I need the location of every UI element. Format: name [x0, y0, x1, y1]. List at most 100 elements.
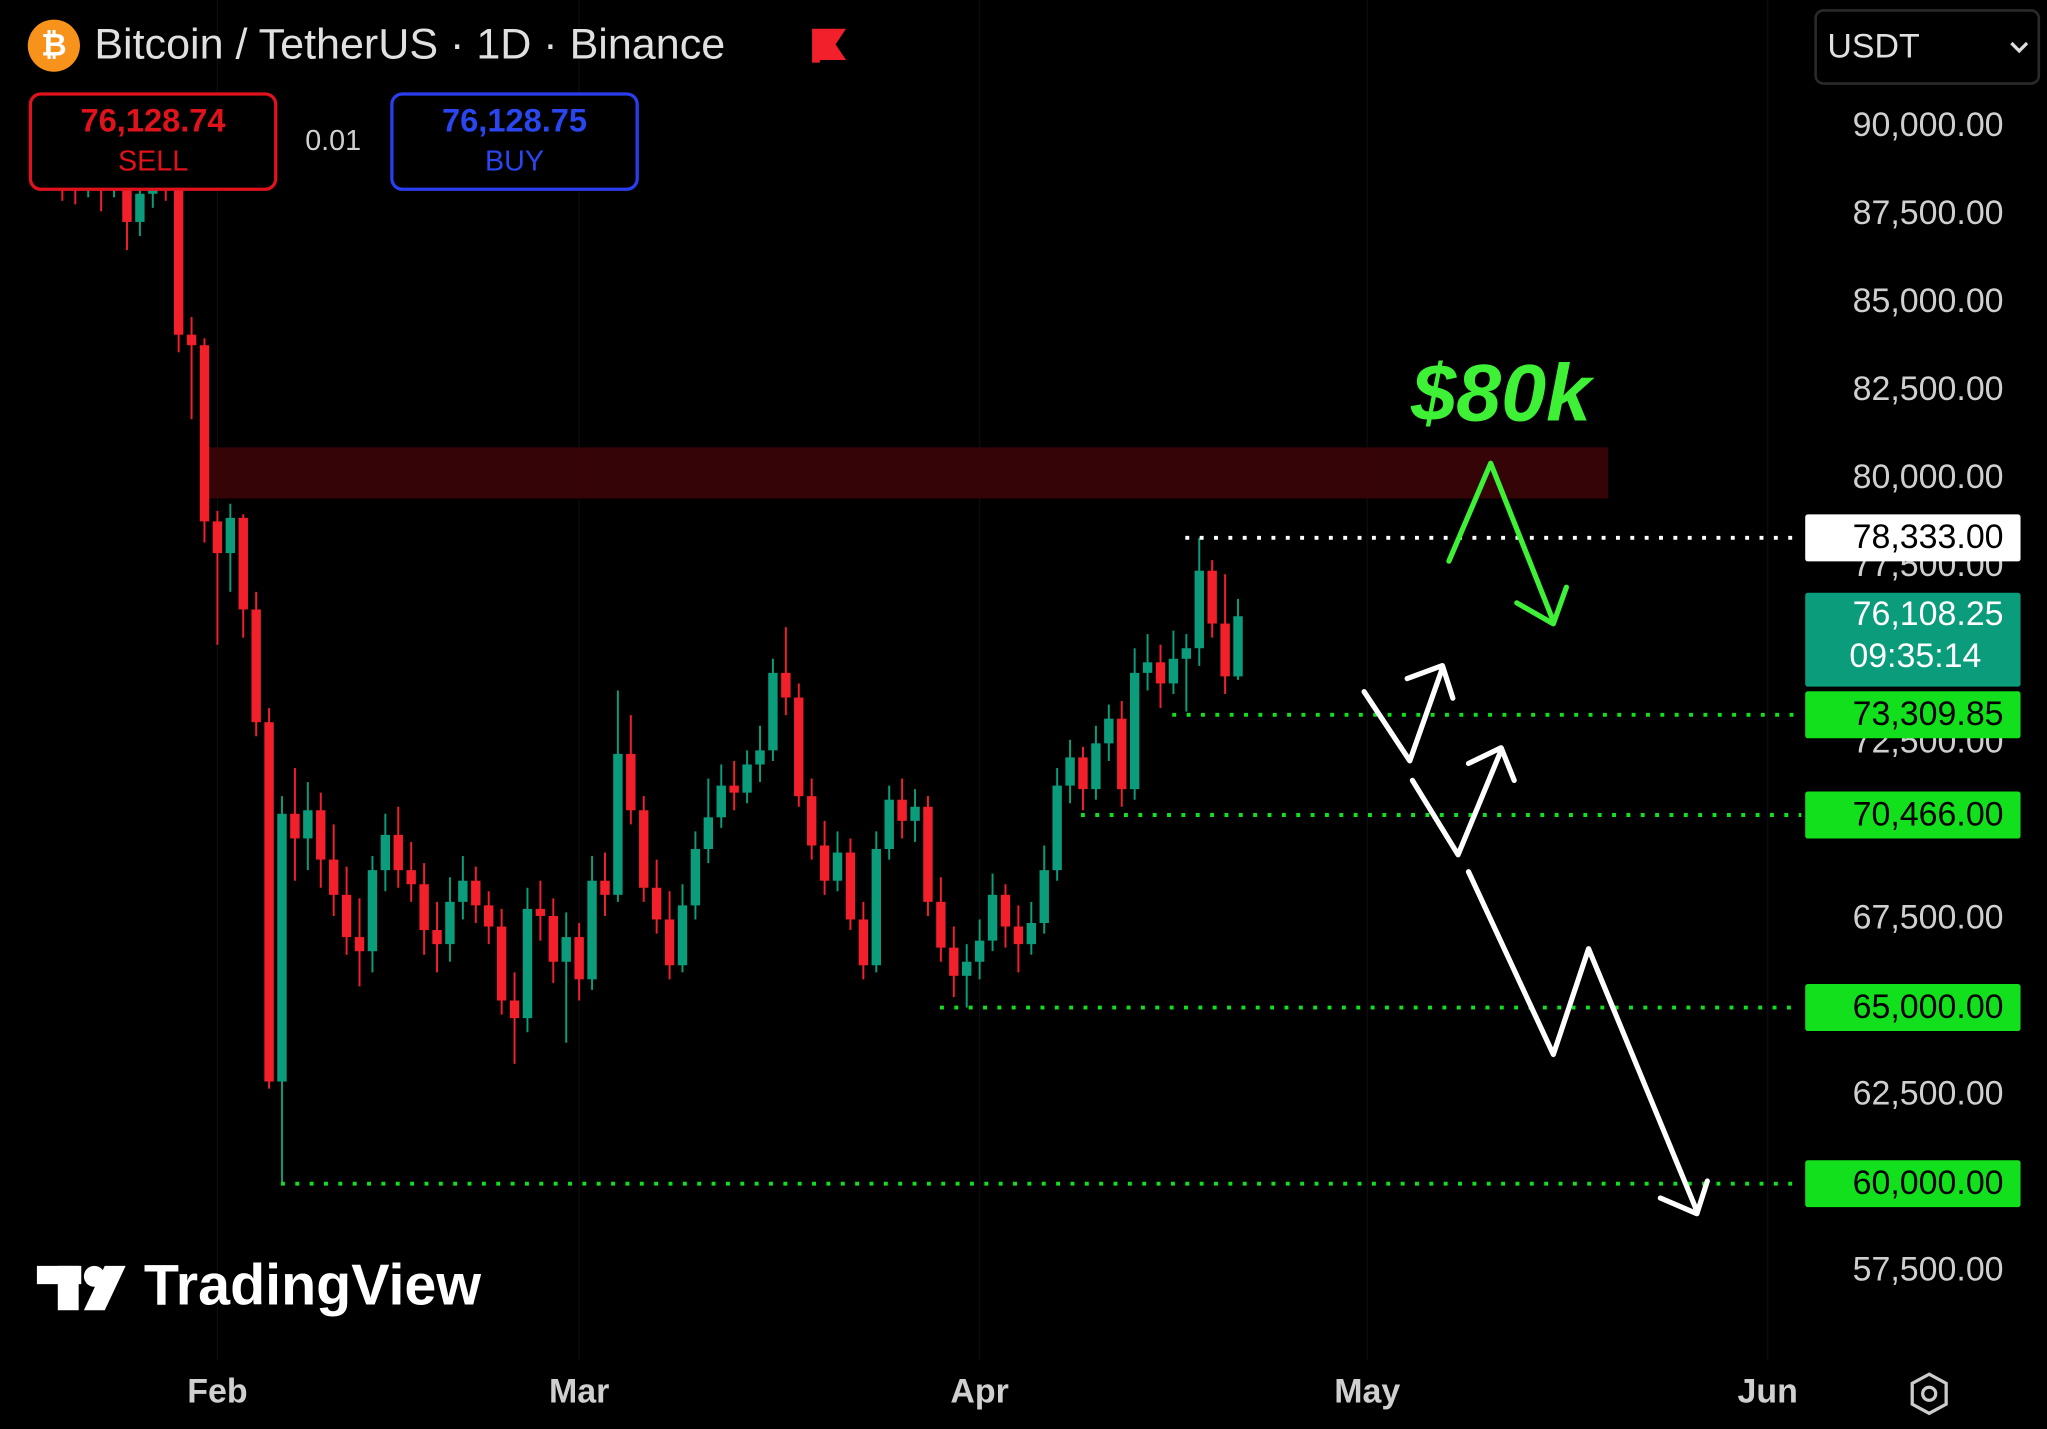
currency: USDT — [1827, 27, 1919, 65]
candle-body — [639, 810, 649, 888]
y-tick-label: 57,500.00 — [1853, 1251, 2004, 1289]
candle-body — [1233, 616, 1243, 677]
chart-title: Bitcoin / TetherUS · 1D · Binance — [94, 20, 725, 68]
arrow — [1409, 747, 1504, 858]
arrow-head — [1404, 662, 1456, 701]
candle-body — [1220, 623, 1230, 677]
candle-body — [419, 884, 429, 931]
candle-body — [238, 517, 248, 610]
y-tick-label: 62,500.00 — [1853, 1075, 2004, 1113]
candle-body — [380, 834, 391, 871]
settings-icon-center — [1921, 1385, 1938, 1402]
candle-body — [1129, 672, 1140, 790]
candle-body — [225, 517, 236, 554]
sell-price: 76,128.74 — [81, 101, 226, 138]
candle-body — [1013, 926, 1024, 945]
candle-body — [574, 937, 584, 980]
y-tick-label: 90,000.00 — [1853, 106, 2004, 144]
candle-body — [264, 722, 274, 1082]
candle-body — [122, 172, 132, 222]
candle-body — [613, 753, 623, 895]
candle-body — [1117, 718, 1127, 790]
level-tag — [1805, 984, 2021, 1032]
candle-body — [600, 880, 610, 895]
level-tag — [1805, 514, 2021, 562]
candle-body — [755, 750, 765, 765]
candle-body — [1078, 757, 1088, 790]
candle-body — [199, 345, 210, 522]
countdown: 09:35:14 — [1849, 637, 1981, 675]
candle-body — [703, 817, 714, 850]
currency-select[interactable] — [1814, 9, 2041, 85]
level-label: 78,333.00 — [1853, 518, 2004, 556]
last-price-tag — [1805, 592, 2021, 687]
candle-body — [845, 852, 856, 920]
candle-body — [1104, 718, 1114, 744]
arrow — [1465, 869, 1700, 1214]
logo-part — [57, 1265, 79, 1311]
y-tick-label: 67,500.00 — [1853, 898, 2004, 936]
flag-icon — [812, 28, 847, 63]
y-tick-label: 80,000.00 — [1853, 458, 2004, 496]
candle-body — [328, 859, 339, 895]
candle-body — [1065, 757, 1075, 786]
arrow-head — [1465, 745, 1517, 784]
candle-body — [522, 908, 533, 1019]
y-tick-label: 85,000.00 — [1853, 282, 2004, 320]
candle-body — [212, 521, 223, 554]
candle-body — [471, 880, 481, 906]
level-tag — [1805, 691, 2021, 739]
candle-body — [819, 845, 830, 881]
candle-body — [716, 785, 726, 818]
drawings — [1361, 460, 1710, 1217]
candle-body — [341, 894, 352, 938]
watermark-logo — [36, 1265, 126, 1311]
candle-body — [664, 919, 675, 966]
chevron — [2010, 41, 2029, 54]
candle-body — [729, 785, 739, 793]
candle-body — [173, 190, 184, 335]
x-tick-label: May — [1334, 1373, 1400, 1411]
buy-price: 76,128.75 — [442, 101, 587, 138]
arrow — [1361, 665, 1446, 764]
level-label: 65,000.00 — [1853, 988, 2004, 1026]
candle-body — [406, 870, 416, 885]
sell-button[interactable] — [28, 92, 278, 191]
candle-body — [974, 940, 985, 962]
resistance-zone — [209, 447, 1609, 499]
candle-body — [781, 672, 791, 698]
candle-body — [251, 609, 261, 723]
candle-body — [1091, 743, 1101, 790]
candle-body — [135, 193, 145, 222]
candle-body — [496, 926, 507, 1001]
candle-body — [910, 806, 920, 821]
candle-body — [962, 961, 972, 976]
candle-body — [871, 849, 881, 966]
candle-body — [367, 870, 378, 952]
candle-body — [316, 810, 326, 860]
candle-body — [794, 697, 804, 797]
candle-body — [509, 1000, 520, 1019]
candle-body — [290, 813, 300, 839]
candle-body — [1207, 570, 1217, 624]
candle-body — [1181, 648, 1192, 659]
candle-body — [393, 834, 403, 871]
coin-symbol: ₿ — [41, 27, 67, 62]
spread: 0.01 — [305, 125, 361, 157]
candle-body — [768, 672, 778, 751]
candle-body — [277, 813, 287, 1082]
candle-body — [432, 930, 442, 945]
candle-body — [1052, 785, 1062, 871]
annotation: $80k — [1410, 349, 1595, 439]
settings-icon[interactable] — [1910, 1372, 1948, 1416]
candle-body — [690, 849, 701, 906]
level-label: 70,466.00 — [1853, 795, 2004, 833]
candle-body — [1026, 922, 1037, 945]
candle-body — [587, 880, 597, 980]
candle-body — [561, 937, 571, 962]
buy-button[interactable] — [390, 92, 639, 191]
x-tick-label: Feb — [187, 1373, 247, 1411]
coin-icon — [27, 19, 80, 72]
